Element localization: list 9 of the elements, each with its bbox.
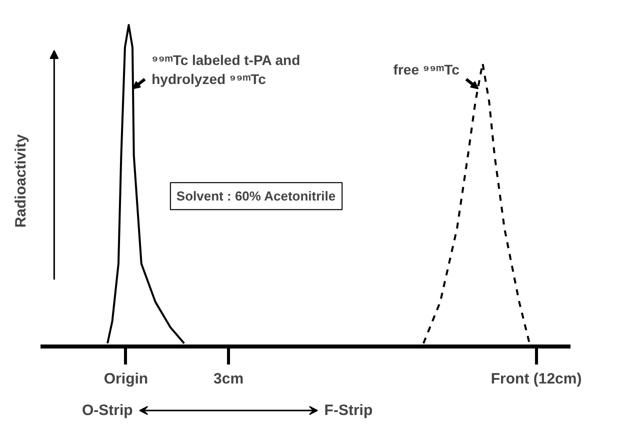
x-tick-label: Front (12cm) <box>490 370 582 388</box>
y-axis-title: Radioactivity <box>12 134 30 228</box>
text: O-Strip <box>82 402 133 419</box>
annotation: free ⁹⁹ᵐTc <box>393 62 460 78</box>
text: F-Strip <box>324 402 373 419</box>
annotation: ⁹⁹ᵐTc labeled t-PA and hydrolyzed ⁹⁹ᵐTc <box>152 52 300 88</box>
annotation: Solvent : 60% Acetonitrile <box>176 188 336 204</box>
x-tick-label: 3cm <box>214 370 244 388</box>
x-tick-label: Origin <box>104 370 148 388</box>
